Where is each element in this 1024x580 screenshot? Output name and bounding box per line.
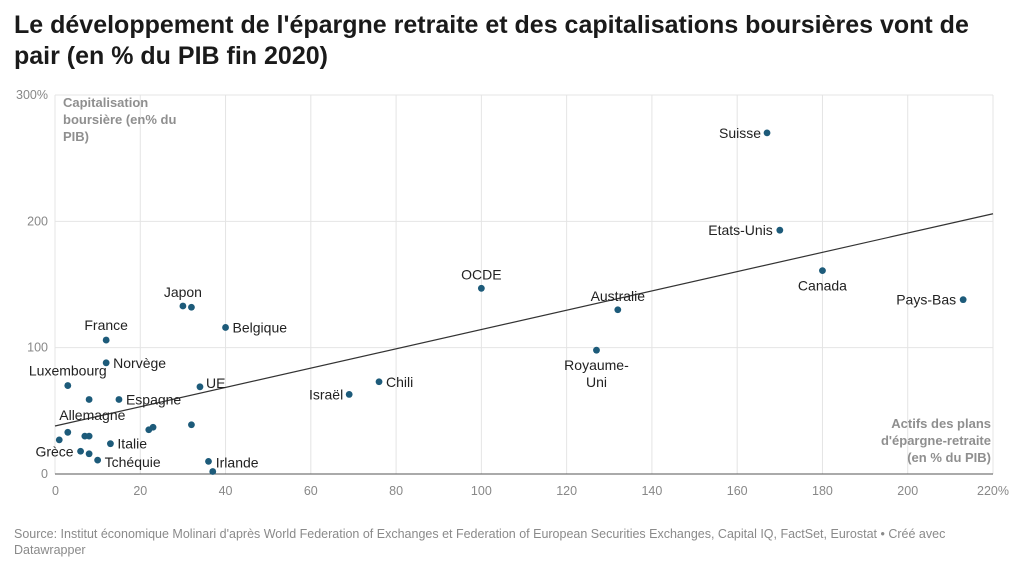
data-point bbox=[77, 447, 84, 455]
data-point bbox=[107, 440, 114, 448]
point-label: Belgique bbox=[233, 319, 288, 335]
trendline-path bbox=[54, 213, 994, 427]
trendline bbox=[54, 213, 994, 427]
data-point bbox=[64, 428, 72, 436]
point-label: Australie bbox=[591, 288, 646, 304]
point-labels: Suisse Etats-Unis Canada Pays-Bas OCDE Austra… bbox=[29, 125, 956, 471]
point-label: Chili bbox=[386, 374, 413, 390]
point-label: Japon bbox=[164, 284, 202, 300]
data-point bbox=[345, 391, 353, 398]
y-tick-label: 0 bbox=[41, 467, 48, 481]
data-point bbox=[222, 324, 229, 331]
point-label: OCDE bbox=[461, 266, 501, 282]
x-axis-label: d'épargne-retraite bbox=[881, 433, 991, 448]
data-point bbox=[776, 226, 784, 234]
point-label: Suisse bbox=[719, 125, 761, 141]
chart-title: Le développement de l'épargne retraite e… bbox=[14, 11, 969, 70]
y-axis-label: PIB) bbox=[63, 129, 89, 144]
point-label: Tchéquie bbox=[105, 454, 161, 470]
data-point bbox=[94, 456, 102, 464]
axis-ticks: 0 20 40 60 80 100 120 140 160 180 200 220% 0 100 200 30… bbox=[16, 88, 1009, 498]
x-tick-label: 20 bbox=[133, 484, 147, 498]
data-point bbox=[149, 423, 157, 431]
data-point bbox=[102, 359, 110, 367]
data-point bbox=[209, 468, 217, 475]
point-label: Luxembourg bbox=[29, 363, 107, 379]
point-label: Uni bbox=[586, 374, 607, 390]
x-tick-label: 40 bbox=[219, 484, 233, 498]
y-tick-label: 200 bbox=[27, 214, 48, 228]
data-point bbox=[196, 383, 204, 391]
point-label: Etats-Unis bbox=[708, 222, 773, 238]
data-point bbox=[188, 303, 195, 311]
source-note: Source: Institut économique Molinari d'a… bbox=[14, 527, 946, 557]
data-points bbox=[55, 129, 967, 475]
point-label: Pays-Bas bbox=[896, 292, 956, 308]
data-point bbox=[819, 267, 826, 275]
point-label: Allemagne bbox=[59, 407, 125, 423]
data-point bbox=[64, 382, 72, 389]
point-label: Grèce bbox=[35, 443, 73, 459]
x-axis-label: (en % du PIB) bbox=[907, 450, 991, 465]
point-label: Irlande bbox=[216, 454, 259, 470]
x-tick-label: 0 bbox=[52, 484, 59, 498]
data-point bbox=[85, 432, 93, 440]
y-tick-label: 100 bbox=[27, 341, 48, 355]
y-axis-label: boursière (en% du bbox=[63, 112, 176, 127]
point-label: Italie bbox=[117, 436, 147, 452]
data-point bbox=[593, 346, 600, 354]
point-label: UE bbox=[206, 375, 225, 391]
data-point bbox=[763, 129, 771, 137]
data-point bbox=[205, 457, 212, 465]
x-tick-label: 160 bbox=[727, 484, 748, 498]
data-point bbox=[959, 296, 967, 304]
point-label: Israël bbox=[309, 386, 343, 402]
point-label: Royaume- bbox=[564, 357, 629, 373]
x-tick-label: 200 bbox=[897, 484, 918, 498]
data-point bbox=[115, 396, 123, 403]
y-tick-label: 300% bbox=[16, 88, 48, 102]
data-point bbox=[85, 396, 93, 403]
x-tick-label: 140 bbox=[641, 484, 662, 498]
data-point bbox=[179, 302, 187, 310]
x-tick-label: 100 bbox=[471, 484, 492, 498]
data-point bbox=[55, 436, 63, 444]
point-label: Canada bbox=[798, 278, 847, 294]
x-tick-label: 60 bbox=[304, 484, 318, 498]
data-point bbox=[375, 378, 383, 386]
point-label: Espagne bbox=[126, 391, 181, 407]
data-point bbox=[477, 284, 485, 292]
point-label: France bbox=[84, 317, 128, 333]
x-axis-label: Actifs des plans bbox=[891, 416, 991, 431]
x-tick-label: 220% bbox=[977, 484, 1009, 498]
y-axis-label: Capitalisation bbox=[63, 95, 148, 110]
data-point bbox=[614, 306, 622, 314]
scatter-chart: 0 20 40 60 80 100 120 140 160 180 200 220% 0 100 200 30… bbox=[16, 88, 1009, 498]
axis-labels: Capitalisation boursière (en% du PIB) Actif… bbox=[63, 95, 991, 465]
data-point bbox=[188, 421, 195, 429]
x-tick-label: 120 bbox=[556, 484, 577, 498]
x-tick-label: 180 bbox=[812, 484, 833, 498]
data-point bbox=[85, 450, 93, 458]
point-label: Norvège bbox=[113, 355, 166, 371]
x-tick-label: 80 bbox=[389, 484, 403, 498]
data-point bbox=[102, 336, 110, 344]
